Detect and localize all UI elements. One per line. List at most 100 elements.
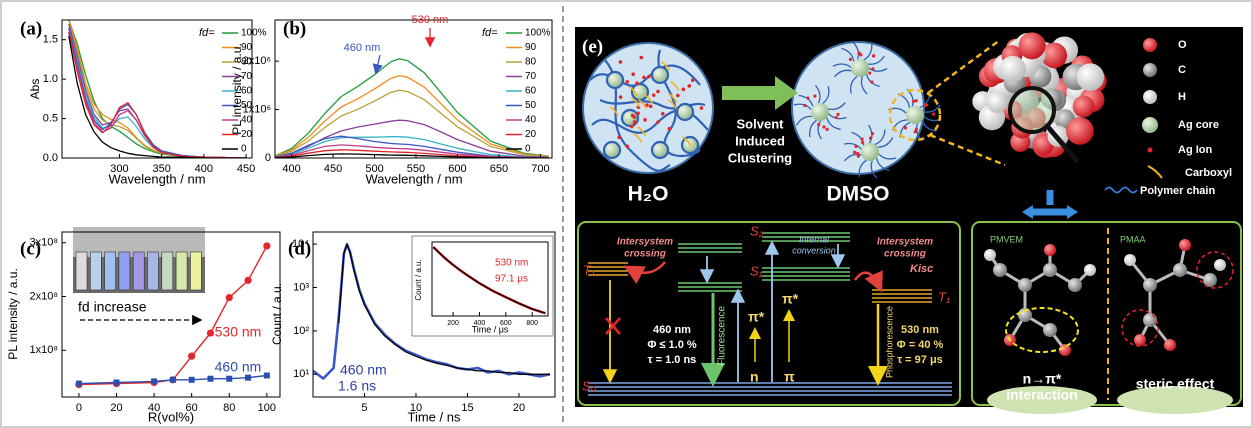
- caption: n→π*: [1023, 371, 1062, 387]
- plot-area: [275, 59, 549, 158]
- x-axis-label: Time / μs: [472, 324, 509, 334]
- y-tick-label: 0.5: [43, 112, 58, 124]
- legend-label: C: [1178, 64, 1186, 76]
- ag-core: [906, 106, 924, 124]
- marker: [189, 377, 195, 383]
- legend-title: fd=: [199, 27, 215, 39]
- legend-label: H: [1178, 91, 1186, 103]
- vial: [190, 252, 201, 290]
- legend-label: 100%: [241, 28, 267, 39]
- annotation: 530 nm: [495, 258, 528, 269]
- annotation: 530 nm: [412, 14, 449, 26]
- ag-ion: [836, 113, 839, 116]
- x-axis-label: Time / ns: [408, 409, 461, 424]
- y-axis-label: Count / a.u.: [270, 283, 284, 345]
- y-tick-label: 1.0: [43, 73, 58, 85]
- atom: [1066, 117, 1094, 145]
- legend-label: 70: [525, 71, 537, 82]
- legend-part: [1143, 63, 1157, 77]
- ag-ion: [915, 128, 918, 131]
- x-tick-label: 20: [110, 402, 122, 414]
- series-line: [69, 20, 246, 158]
- legend-part: [1148, 148, 1153, 153]
- ag-ion: [676, 94, 680, 98]
- vial: [90, 252, 101, 290]
- ag-ion: [661, 112, 665, 116]
- y-axis-label: Abs: [28, 79, 42, 100]
- ag-ion: [870, 80, 873, 83]
- state-label: S₀: [582, 378, 597, 393]
- process-text: Fluorescence: [717, 306, 728, 366]
- scheme-panel: (e) Solvent Induced Clustering H₂O DMSO …: [575, 27, 1243, 414]
- ag-ion: [625, 145, 629, 149]
- ag-core: [652, 67, 668, 83]
- annotation: 460 nm: [344, 42, 381, 54]
- legend-label: 80: [525, 57, 537, 68]
- legend-label: 90: [525, 42, 537, 53]
- legend-label: 0: [241, 144, 247, 155]
- ag-ion: [633, 121, 637, 125]
- scheme-panel-part: [1010, 88, 1054, 132]
- atom: [999, 56, 1025, 82]
- y-tick-label: 2x10⁶: [243, 55, 271, 67]
- marker: [207, 329, 214, 336]
- process-label: Clustering: [728, 150, 792, 165]
- ag-ion: [642, 76, 646, 80]
- marker: [244, 277, 251, 284]
- x-tick-label: 450: [237, 163, 255, 175]
- legend-label: 0: [525, 144, 531, 155]
- x-tick-label: 200: [447, 320, 459, 327]
- annotation: 460 nm: [340, 362, 387, 378]
- atom: [1214, 259, 1226, 271]
- ag-ion: [904, 126, 907, 129]
- atom: [984, 249, 996, 261]
- ag-ion: [826, 128, 829, 131]
- vial: [162, 252, 173, 290]
- ag-ion: [643, 118, 647, 122]
- ag-ion: [631, 72, 635, 76]
- solvent-label: H₂O: [628, 183, 669, 206]
- panel-label: (b): [283, 18, 306, 39]
- marker: [207, 376, 213, 382]
- marker: [188, 353, 195, 360]
- series-label: 460 nm: [215, 359, 262, 375]
- ag-ion: [925, 103, 928, 106]
- ag-ion: [854, 145, 857, 148]
- emission-info: Φ ≤ 1.0 %: [647, 339, 697, 351]
- y-tick-label: 1x10⁸: [30, 344, 59, 356]
- legend-label: Ag Ion: [1178, 144, 1212, 156]
- ag-core: [604, 142, 620, 158]
- legend-label: 50: [525, 100, 537, 111]
- atom: [1068, 278, 1082, 292]
- x-axis-label: R(vol%): [148, 409, 194, 424]
- emission-info: 460 nm: [653, 324, 691, 336]
- ag-ion: [813, 94, 816, 97]
- ag-ion: [691, 78, 695, 82]
- marker: [226, 294, 233, 301]
- ag-ion: [803, 104, 806, 107]
- series-line: [69, 20, 246, 158]
- ag-core: [861, 143, 879, 161]
- y-tick-label: 0: [265, 152, 271, 164]
- ag-core: [677, 104, 693, 120]
- vial: [119, 252, 130, 290]
- annotation-arrow: [376, 55, 380, 72]
- series-line: [69, 24, 246, 158]
- annotation: 97.1 μs: [495, 274, 528, 285]
- marker: [114, 379, 120, 385]
- legend-part: [1143, 90, 1157, 104]
- series-line: [69, 24, 246, 158]
- annotation: fd increase: [78, 299, 147, 315]
- legend-label: Polymer chain: [1140, 185, 1215, 197]
- marker: [263, 242, 270, 249]
- ag-core: [652, 142, 668, 158]
- legend-title: fd=: [482, 27, 498, 39]
- ag-ion: [656, 90, 660, 94]
- atom: [1019, 32, 1046, 59]
- y-tick-label: 0.0: [43, 152, 58, 164]
- series-line: [69, 28, 246, 158]
- y-tick-label: 10¹: [293, 368, 309, 380]
- ag-ion: [682, 88, 686, 92]
- ag-ion: [639, 56, 643, 60]
- emission-info: Φ = 40 %: [897, 339, 944, 351]
